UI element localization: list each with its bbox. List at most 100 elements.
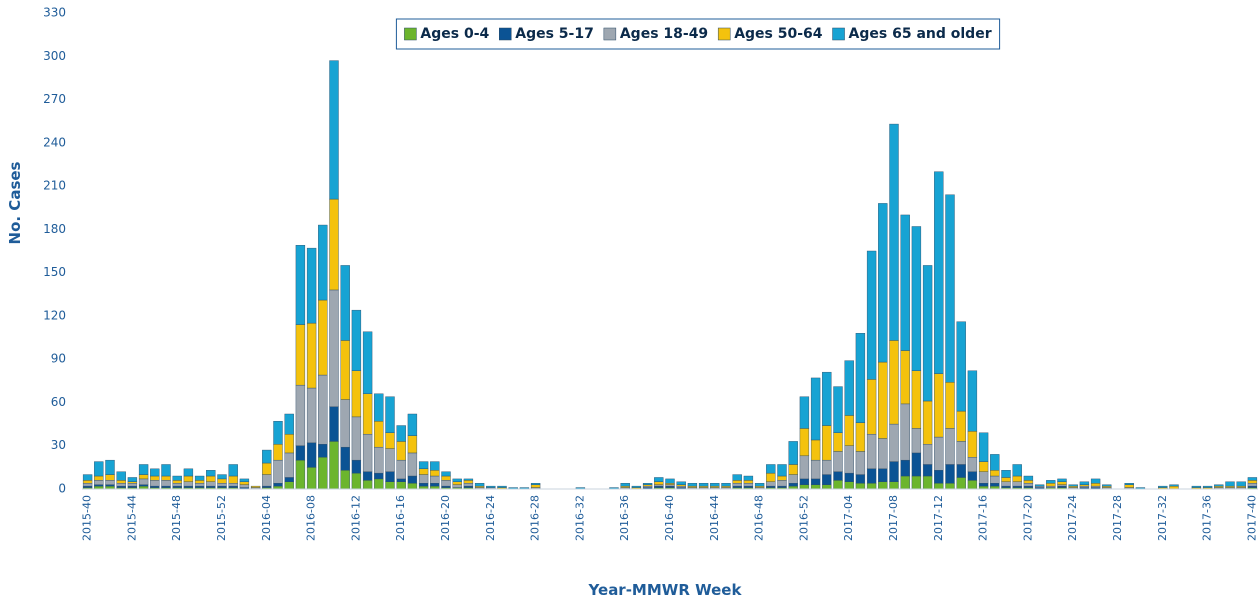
bar-segment: [642, 484, 653, 487]
bar-segment: [396, 441, 406, 461]
legend-box: [395, 18, 1001, 50]
bar-segment: [452, 481, 462, 485]
bar-segment: [732, 483, 742, 487]
bar-segment: [138, 484, 149, 487]
bar-segment: [889, 481, 899, 490]
bar-segment: [911, 452, 922, 477]
bar-segment: [743, 483, 754, 487]
bar-segment: [306, 467, 317, 490]
bar-segment: [1023, 485, 1034, 488]
bar-segment: [329, 441, 339, 490]
bar-segment: [150, 475, 160, 481]
bar-segment: [385, 448, 395, 472]
bar-segment: [362, 331, 373, 394]
legend-label: Ages 50-64: [734, 26, 823, 42]
y-tick-label: 180: [43, 222, 66, 236]
bar-segment: [810, 377, 821, 441]
bar-segment: [1247, 477, 1258, 481]
bar-segment: [530, 484, 541, 488]
bar-segment: [855, 474, 866, 484]
x-tick-label: 2017-40: [1245, 495, 1258, 541]
x-tick-label: 2016-12: [349, 495, 362, 541]
bar-segment: [620, 485, 630, 488]
y-tick-label: 300: [43, 49, 66, 63]
bar-segment: [889, 123, 899, 341]
bar-segment: [833, 451, 843, 472]
bar-segment: [822, 371, 832, 426]
bar-segment: [150, 468, 160, 477]
bar-segment: [788, 441, 798, 465]
bar-segment: [1068, 485, 1078, 488]
bar-segment: [956, 410, 966, 442]
y-tick-label: 0: [58, 482, 66, 496]
bar-segment: [665, 484, 675, 487]
bar-segment: [732, 474, 742, 481]
bar-segment: [911, 370, 922, 429]
bar-segment: [306, 442, 317, 468]
bar-segment: [922, 265, 933, 402]
x-tick-label: 2017-12: [932, 495, 945, 541]
bar-segment: [855, 333, 866, 423]
bar-segment: [855, 483, 866, 490]
bar-segment: [833, 432, 843, 452]
bar-segment: [329, 60, 339, 200]
bar-segment: [1124, 484, 1134, 488]
bar-segment: [116, 480, 126, 484]
bar-segment: [116, 471, 126, 481]
bar-segment: [665, 485, 675, 488]
bar-segment: [94, 475, 104, 481]
bar-segment: [105, 474, 115, 481]
bar-segment: [642, 485, 653, 488]
bar-segment: [799, 396, 810, 429]
bar-segment: [654, 477, 664, 482]
bar-segment: [396, 481, 406, 490]
bar-segment: [777, 480, 787, 487]
bar-segment: [1001, 477, 1011, 482]
bar-segment: [239, 478, 250, 482]
bar-segment: [228, 464, 238, 477]
y-tick-label: 30: [51, 438, 66, 452]
bar-segment: [94, 480, 104, 485]
bar-segment: [116, 483, 126, 487]
bar-segment: [900, 459, 910, 477]
bar-segment: [799, 478, 810, 485]
bar-segment: [743, 480, 754, 484]
bar-segment: [486, 485, 496, 488]
legend-label: Ages 18-49: [620, 26, 708, 42]
bar-segment: [822, 459, 832, 475]
bar-segment: [94, 484, 104, 487]
bar-segment: [206, 481, 216, 487]
bar-segment: [866, 250, 877, 380]
bar-segment: [183, 481, 194, 487]
bar-segment: [418, 474, 429, 484]
bar-segment: [1202, 485, 1213, 488]
bar-segment: [922, 444, 933, 465]
bar-segment: [1225, 481, 1235, 487]
bar-segment: [362, 480, 373, 490]
bar-segment: [497, 485, 507, 488]
bar-segment: [172, 475, 182, 481]
bar-segment: [351, 472, 362, 490]
x-tick-label: 2016-44: [708, 495, 721, 541]
bar-segment: [1090, 478, 1101, 484]
bar-segment: [844, 445, 854, 474]
bar-segment: [900, 214, 910, 351]
legend-label: Ages 65 and older: [849, 26, 992, 42]
bar-segment: [284, 413, 294, 435]
bar-segment: [788, 464, 798, 475]
bar-segment: [956, 441, 966, 465]
bar-segment: [911, 428, 922, 454]
bar-segment: [934, 470, 944, 484]
x-tick-label: 2016-20: [439, 495, 452, 541]
y-axis-title: No. Cases: [6, 161, 24, 244]
bar-segment: [351, 459, 362, 474]
legend-swatch: [404, 27, 417, 41]
x-tick-label: 2016-52: [797, 495, 810, 541]
bar-segment: [1247, 483, 1258, 487]
bar-segment: [766, 485, 776, 488]
bar-segment: [474, 485, 485, 488]
bar-segment: [721, 485, 731, 488]
legend-swatch: [832, 27, 845, 41]
bar-segment: [1023, 480, 1034, 484]
